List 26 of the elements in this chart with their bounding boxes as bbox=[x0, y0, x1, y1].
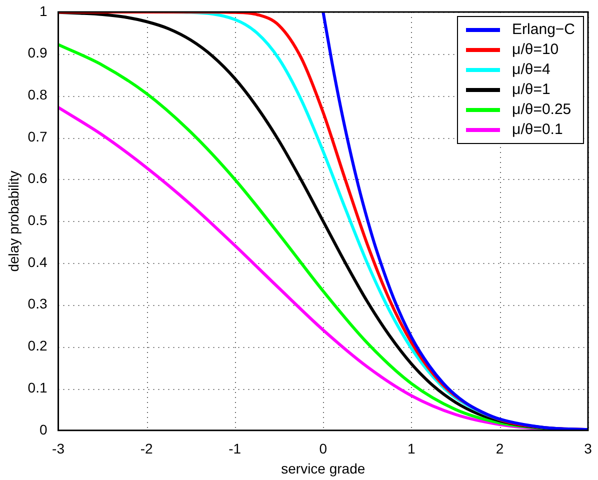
legend-label: μ/θ=0.25 bbox=[512, 100, 572, 120]
y-tick-label: 0.3 bbox=[28, 296, 48, 312]
legend-label: μ/θ=10 bbox=[512, 40, 559, 60]
y-tick-label: 0 bbox=[39, 421, 48, 438]
legend-label: μ/θ=4 bbox=[512, 60, 550, 80]
y-tick-label: 0.8 bbox=[28, 86, 48, 103]
y-tick-label: 0.7 bbox=[28, 128, 48, 144]
legend-label: μ/θ=0.1 bbox=[512, 120, 563, 140]
x-tick-label: 2 bbox=[496, 440, 504, 457]
x-tick-label: -1 bbox=[228, 440, 242, 457]
legend-label: μ/θ=1 bbox=[512, 80, 550, 100]
y-tick-label: 0.1 bbox=[28, 379, 48, 396]
y-tick-label: 0.9 bbox=[28, 44, 48, 61]
x-tick-label: 1 bbox=[408, 440, 416, 457]
legend-label: Erlang−C bbox=[512, 20, 575, 40]
x-tick-label: 3 bbox=[584, 440, 592, 457]
x-tick-label: 0 bbox=[319, 440, 328, 457]
y-tick-label: 0.4 bbox=[28, 254, 48, 270]
x-tick-label: -3 bbox=[52, 440, 65, 457]
y-tick-label: 0.2 bbox=[28, 338, 48, 354]
y-tick-label: 0.5 bbox=[28, 212, 48, 228]
x-tick-label: -2 bbox=[140, 440, 153, 457]
y-tick-label: 0.6 bbox=[28, 170, 48, 186]
x-axis-title: service grade bbox=[281, 460, 366, 476]
y-axis-title: delay probability bbox=[5, 170, 22, 272]
y-tick-label: 1 bbox=[39, 2, 48, 19]
